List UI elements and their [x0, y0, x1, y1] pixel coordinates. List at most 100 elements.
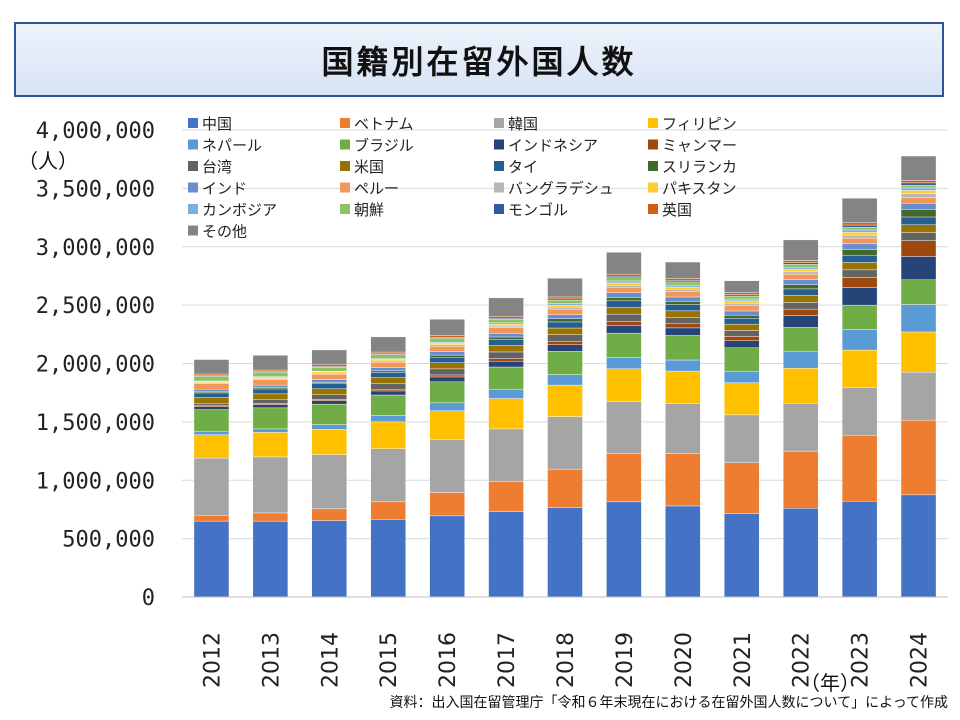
legend-swatch [340, 204, 350, 214]
legend-label: 台湾 [202, 158, 232, 176]
legend-item: インド [188, 180, 247, 198]
bar-segment [724, 300, 760, 304]
bar-segment [488, 388, 524, 399]
bar-segment [606, 252, 642, 275]
bar-segment [193, 515, 230, 522]
bar-segment [900, 372, 937, 421]
bar-segment [606, 321, 642, 326]
source-note: 資料：出入国在留管理庁「令和６年末現在における在留外国人数について」によって作成 [389, 695, 948, 711]
legend-label: 中国 [202, 115, 232, 133]
legend-swatch [648, 139, 658, 150]
bar-segment [311, 394, 348, 400]
legend-item: その他 [188, 223, 247, 241]
legend-item: インドネシア [494, 137, 598, 155]
bar-segment [782, 262, 819, 265]
bar-segment [841, 435, 878, 502]
bar-segment [841, 237, 878, 245]
bar-segment [429, 492, 465, 517]
bar-segment [900, 203, 937, 210]
bar-segment [370, 377, 406, 384]
legend-label: パキスタン [662, 180, 737, 198]
legend-swatch [188, 118, 198, 128]
x-tick-label: 2012 [200, 632, 225, 688]
bar-segment [370, 351, 406, 355]
bar-segment [665, 310, 701, 318]
x-tick-label: 2014 [318, 632, 343, 688]
bar-segment [429, 515, 465, 598]
bar-segment [311, 367, 348, 372]
bar-segment [724, 295, 760, 300]
bar-segment [665, 453, 701, 507]
bar-segment [841, 226, 878, 231]
bar-segment [547, 300, 583, 304]
bar-segment [252, 372, 289, 378]
legend-swatch [648, 161, 658, 171]
bar-segment [900, 190, 937, 194]
bar-segment [782, 351, 819, 369]
bar-segment [370, 336, 406, 353]
bar-segment [488, 319, 524, 324]
bar-segment [488, 316, 524, 319]
bar-segment [665, 304, 701, 312]
legend-label: 韓国 [508, 115, 538, 133]
bar-segment [665, 317, 701, 325]
x-tick-label: 2018 [554, 632, 579, 688]
y-tick-label: 1,500,000 [36, 411, 155, 436]
legend-label: カンボジア [202, 201, 277, 219]
legend-swatch [188, 225, 198, 236]
bar-segment [782, 279, 819, 286]
bar-segment [724, 330, 760, 337]
bar-segment [193, 431, 230, 435]
bar-segment [900, 216, 937, 226]
bar-segment [724, 314, 760, 319]
bar-segment [841, 197, 878, 224]
bar-segment [429, 402, 465, 411]
bar-segment [193, 520, 230, 598]
legend-label: インドネシア [508, 137, 598, 155]
bar-segment [724, 347, 760, 372]
bar-segment [429, 342, 465, 345]
bar-segment [370, 519, 406, 598]
bar-segment [488, 325, 524, 328]
y-tick-label: 500,000 [62, 528, 155, 553]
bar-segment [900, 331, 937, 373]
bar-segment [488, 351, 524, 359]
bar-segment [782, 315, 819, 328]
bar-segment [252, 404, 289, 409]
bar-segment [782, 260, 819, 263]
bar-segment [547, 307, 583, 310]
bar-segment [841, 234, 878, 239]
bar-segment [841, 224, 878, 228]
x-tick-label: 2020 [672, 632, 697, 688]
bar-segment [252, 393, 289, 400]
y-tick-label: 2,000,000 [36, 353, 155, 378]
bar-segment [429, 351, 465, 356]
bar-segment [547, 305, 583, 308]
bar-segment [841, 229, 878, 233]
bar-segment [193, 373, 230, 376]
bar-segment [782, 308, 819, 316]
bar-segment [900, 279, 937, 305]
bar-segment [665, 327, 701, 336]
bar-segment [782, 284, 819, 290]
legend-item: ペルー [340, 180, 399, 198]
y-tick-label: 2,500,000 [36, 294, 155, 319]
bar-segment [782, 402, 819, 452]
legend-label: スリランカ [662, 158, 737, 176]
bar-segment [841, 329, 878, 351]
bar-segment [665, 505, 701, 598]
bar-segment [547, 278, 583, 298]
bar-segment [547, 507, 583, 598]
bar-segment [311, 520, 348, 598]
bar-segment [665, 301, 701, 305]
bar-segment [252, 407, 289, 430]
bar-segment [193, 383, 230, 390]
bar-segment [782, 264, 819, 268]
bar-segment [547, 344, 583, 352]
bar-segment [311, 508, 348, 521]
bar-segment [782, 271, 819, 275]
bar-segment [193, 434, 230, 459]
bar-segment [547, 314, 583, 319]
bar-segment [900, 232, 937, 241]
y-axis-unit: （人） [18, 149, 78, 173]
